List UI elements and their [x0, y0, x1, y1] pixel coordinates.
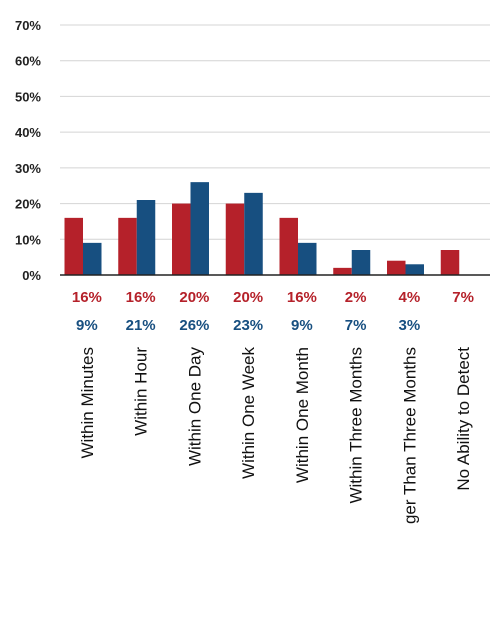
- category-label: Within One Week: [239, 347, 258, 479]
- category-label: Within Hour: [132, 347, 151, 436]
- value-label: 23%: [233, 317, 263, 334]
- bar: [244, 192, 263, 275]
- value-label: 21%: [126, 317, 156, 334]
- category-label: Within Three Months: [347, 347, 366, 504]
- bar: [351, 250, 371, 275]
- value-label: 20%: [179, 289, 209, 306]
- bars: [64, 182, 460, 275]
- value-label: 20%: [233, 289, 263, 306]
- y-tick-label: 70%: [15, 18, 41, 33]
- bar: [387, 260, 406, 275]
- category-label: Within One Month: [293, 347, 312, 483]
- bar: [333, 267, 352, 275]
- value-label: 7%: [452, 289, 474, 306]
- y-tick-label: 20%: [15, 197, 41, 212]
- bar: [405, 264, 424, 275]
- y-tick-label: 10%: [15, 232, 41, 247]
- value-label: 16%: [72, 289, 102, 306]
- value-label: 3%: [399, 317, 421, 334]
- y-axis-ticks: 0% 10% 20% 30% 40% 50% 60% 70%: [15, 18, 41, 283]
- value-labels: 16% 9% 16% 21% 20% 26% 20% 23% 16% 9% 2% 7% 4% 3% 7%: [72, 289, 474, 334]
- value-label: 26%: [179, 317, 209, 334]
- bar: [172, 203, 191, 275]
- value-label: 2%: [345, 289, 367, 306]
- category-labels: Within Minutes Within Hour Within One Day W…: [78, 347, 473, 525]
- y-tick-label: 40%: [15, 125, 41, 140]
- category-label: No Ability to Detect: [454, 347, 473, 491]
- value-label: 9%: [291, 317, 313, 334]
- category-label: Within One Day: [185, 347, 204, 467]
- bar: [136, 200, 156, 275]
- bar: [64, 217, 83, 275]
- value-label: 9%: [76, 317, 98, 334]
- value-label: 16%: [126, 289, 156, 306]
- value-label: 4%: [399, 289, 421, 306]
- y-tick-label: 60%: [15, 54, 41, 69]
- gridlines: [60, 24, 490, 240]
- bar: [190, 182, 209, 275]
- y-tick-label: 50%: [15, 89, 41, 104]
- value-label: 16%: [287, 289, 317, 306]
- bar: [440, 250, 460, 275]
- y-tick-label: 30%: [15, 161, 41, 176]
- value-label: 7%: [345, 317, 367, 334]
- bar: [118, 217, 137, 275]
- category-label: ger Than Three Months: [400, 347, 419, 524]
- bar: [225, 203, 245, 275]
- bar: [298, 242, 317, 275]
- bar: [83, 242, 102, 275]
- category-label: Within Minutes: [78, 347, 97, 458]
- bar: [279, 217, 298, 275]
- y-tick-label: 0%: [22, 268, 41, 283]
